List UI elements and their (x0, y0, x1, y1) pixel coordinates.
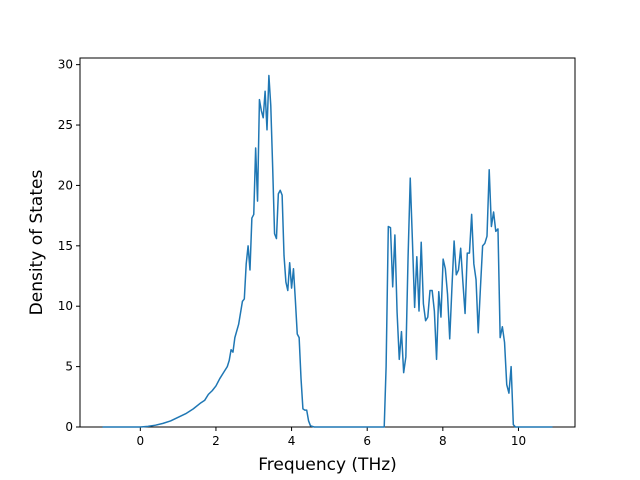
x-tick-label: 4 (288, 434, 296, 448)
x-tick-label: 0 (136, 434, 144, 448)
y-tick-label: 0 (65, 420, 73, 434)
x-tick-label: 8 (439, 434, 447, 448)
dos-line (102, 74, 553, 428)
y-tick-label: 25 (58, 118, 73, 132)
y-tick-label: 15 (58, 239, 73, 253)
x-tick-label: 6 (363, 434, 371, 448)
x-tick-label: 10 (511, 434, 526, 448)
y-tick-label: 10 (58, 299, 73, 313)
y-tick-label: 30 (58, 58, 73, 72)
y-tick-label: 20 (58, 178, 73, 192)
y-tick-label: 5 (65, 360, 73, 374)
x-axis-label: Frequency (THz) (258, 455, 397, 475)
plot-frame (79, 57, 576, 428)
x-tick-label: 2 (212, 434, 220, 448)
y-axis-label: Density of States (27, 170, 47, 316)
